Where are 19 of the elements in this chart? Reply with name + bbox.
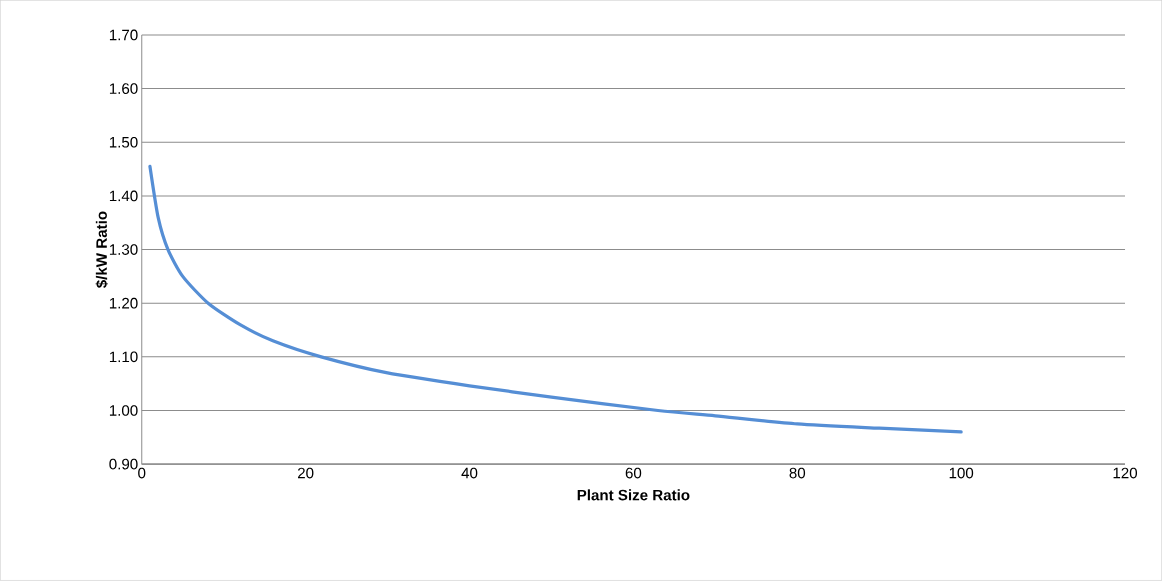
x-tick-label: 120 — [1113, 467, 1138, 479]
y-tick-label: 1.50 — [109, 137, 138, 148]
y-tick-label: 1.00 — [109, 405, 138, 416]
y-tick-label: 1.20 — [109, 298, 138, 309]
y-tick-label: 1.10 — [109, 351, 138, 363]
y-tick-label: 0.90 — [109, 458, 138, 470]
x-tick-label: 40 — [461, 467, 478, 479]
y-tick-label: 1.40 — [109, 190, 138, 202]
y-tick-label: 1.30 — [109, 244, 138, 256]
y-axis-title: $/kW Ratio — [95, 211, 108, 289]
x-tick-label: 100 — [949, 467, 974, 479]
x-tick-label: 80 — [789, 467, 806, 479]
line-series — [148, 164, 963, 434]
x-tick-label: 60 — [625, 467, 642, 479]
x-tick-label: 20 — [297, 467, 314, 479]
y-tick-label: 1.60 — [109, 83, 138, 95]
x-tick-label: 0 — [138, 467, 146, 479]
x-axis-title: Plant Size Ratio — [577, 489, 690, 501]
y-tick-label: 1.70 — [109, 29, 138, 41]
